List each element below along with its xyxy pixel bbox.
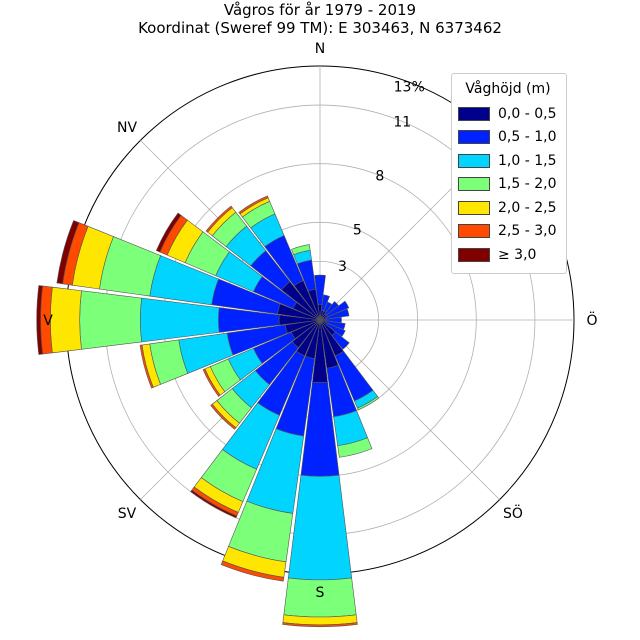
radial-tick-label: 8 (375, 169, 384, 185)
legend-label: 2,5 - 3,0 (498, 223, 557, 240)
legend-entry: 0,5 - 1,0 (458, 126, 558, 150)
legend-entry: 2,0 - 2,5 (458, 196, 558, 220)
legend-label: ≥ 3,0 (498, 246, 537, 263)
legend-swatch (458, 177, 490, 192)
direction-label: SÖ (503, 504, 523, 522)
rose-segment (325, 317, 342, 323)
rose-segment (337, 437, 373, 458)
rose-segment (190, 489, 238, 519)
legend-entry: 2,5 - 3,0 (458, 220, 558, 244)
polar-labels: NNOÖSÖSSVVNV3581113% (43, 41, 597, 601)
rose-segment (139, 297, 220, 343)
legend-swatch (458, 153, 490, 168)
legend-swatch (458, 247, 490, 262)
rose-segment (50, 286, 82, 354)
rose-segment (324, 301, 339, 316)
legend-label: 0,0 - 0,5 (498, 105, 557, 122)
rose-segment (282, 622, 358, 628)
direction-label: Ö (586, 311, 597, 329)
legend-swatch (458, 224, 490, 239)
rose-segment (325, 300, 350, 318)
legend-entry: ≥ 3,0 (458, 243, 558, 267)
legend-swatch (458, 106, 490, 121)
legend-label: 1,5 - 2,0 (498, 176, 557, 193)
rose-segment (56, 220, 80, 285)
legend-entry: 1,0 - 1,5 (458, 149, 558, 173)
rose-segment (79, 290, 142, 350)
radial-tick-label: 11 (393, 114, 411, 130)
direction-label: S (316, 585, 325, 601)
rose-segment (287, 474, 353, 581)
direction-label: N (315, 41, 325, 57)
rose-segment (202, 368, 221, 397)
chart-subtitle: Koordinat (Sweref 99 TM): E 303463, N 63… (138, 19, 502, 37)
grid-spoke (319, 319, 500, 500)
legend-swatch (458, 200, 490, 215)
rose-segment (205, 205, 233, 233)
legend-swatch (458, 130, 490, 145)
legend: Våghöjd (m) 0,0 - 0,5 0,5 - 1,0 1,0 - 1,5 1… (451, 73, 567, 274)
legend-entries: 0,0 - 0,5 0,5 - 1,0 1,0 - 1,5 1,5 - 2,0 2,0 … (458, 102, 558, 267)
rose-segment (220, 560, 285, 582)
rose-segment (210, 403, 237, 430)
legend-label: 2,0 - 2,5 (498, 199, 557, 216)
rose-sectors (36, 195, 380, 628)
rose-segment (36, 285, 44, 355)
radial-tick-label: 5 (353, 223, 362, 239)
legend-label: 0,5 - 1,0 (498, 129, 557, 146)
legend-entry: 1,5 - 2,0 (458, 173, 558, 197)
rose-segment (325, 322, 346, 337)
rose-segment (321, 294, 330, 312)
radial-tick-label: 3 (338, 259, 347, 275)
direction-label: V (43, 313, 53, 329)
legend-label: 1,0 - 1,5 (498, 152, 557, 169)
direction-label: NV (117, 120, 137, 136)
rose-segment (325, 320, 346, 330)
rose-segment (314, 274, 326, 305)
rose-segment (325, 308, 350, 320)
legend-entry: 0,0 - 0,5 (458, 102, 558, 126)
direction-label: SV (118, 506, 137, 522)
rose-segment (291, 244, 311, 256)
rose-segment (155, 212, 182, 253)
rose-segment (331, 331, 350, 350)
rose-segment (238, 195, 269, 215)
legend-title: Våghöjd (m) (465, 81, 551, 97)
rose-segment (323, 301, 333, 313)
radial-tick-label: 13% (394, 79, 425, 95)
rose-segment (357, 396, 380, 411)
rose-segment (139, 344, 154, 389)
chart-title: Vågros för år 1979 - 2019 (223, 1, 417, 19)
